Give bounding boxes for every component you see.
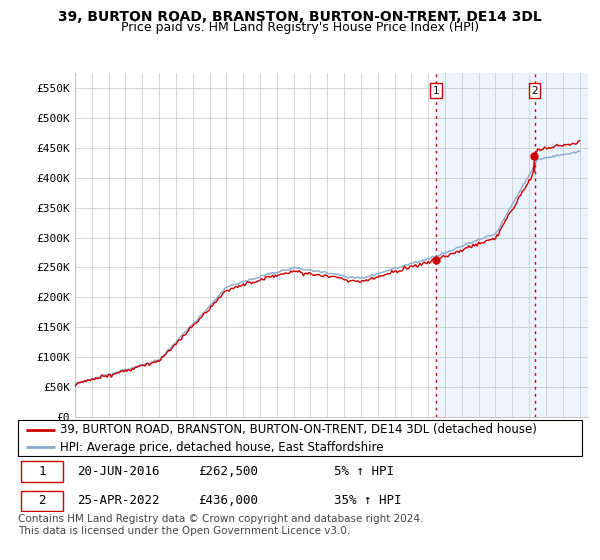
- Text: HPI: Average price, detached house, East Staffordshire: HPI: Average price, detached house, East…: [60, 441, 384, 454]
- Text: 39, BURTON ROAD, BRANSTON, BURTON-ON-TRENT, DE14 3DL (detached house): 39, BURTON ROAD, BRANSTON, BURTON-ON-TRE…: [60, 423, 537, 436]
- Text: 39, BURTON ROAD, BRANSTON, BURTON-ON-TRENT, DE14 3DL: 39, BURTON ROAD, BRANSTON, BURTON-ON-TRE…: [58, 10, 542, 24]
- FancyBboxPatch shape: [21, 461, 63, 482]
- Text: Contains HM Land Registry data © Crown copyright and database right 2024.
This d: Contains HM Land Registry data © Crown c…: [18, 514, 424, 536]
- Text: 1: 1: [433, 86, 439, 96]
- Bar: [436, 73, 588, 417]
- Text: 2: 2: [531, 86, 538, 96]
- Text: 5% ↑ HPI: 5% ↑ HPI: [334, 465, 394, 478]
- Text: 2: 2: [38, 494, 46, 507]
- Text: Price paid vs. HM Land Registry's House Price Index (HPI): Price paid vs. HM Land Registry's House …: [121, 21, 479, 34]
- Text: £436,000: £436,000: [199, 494, 259, 507]
- FancyBboxPatch shape: [18, 420, 582, 456]
- Text: 1: 1: [38, 465, 46, 478]
- Text: £262,500: £262,500: [199, 465, 259, 478]
- Text: 35% ↑ HPI: 35% ↑ HPI: [334, 494, 401, 507]
- Text: 20-JUN-2016: 20-JUN-2016: [77, 465, 160, 478]
- Text: 25-APR-2022: 25-APR-2022: [77, 494, 160, 507]
- FancyBboxPatch shape: [21, 491, 63, 511]
